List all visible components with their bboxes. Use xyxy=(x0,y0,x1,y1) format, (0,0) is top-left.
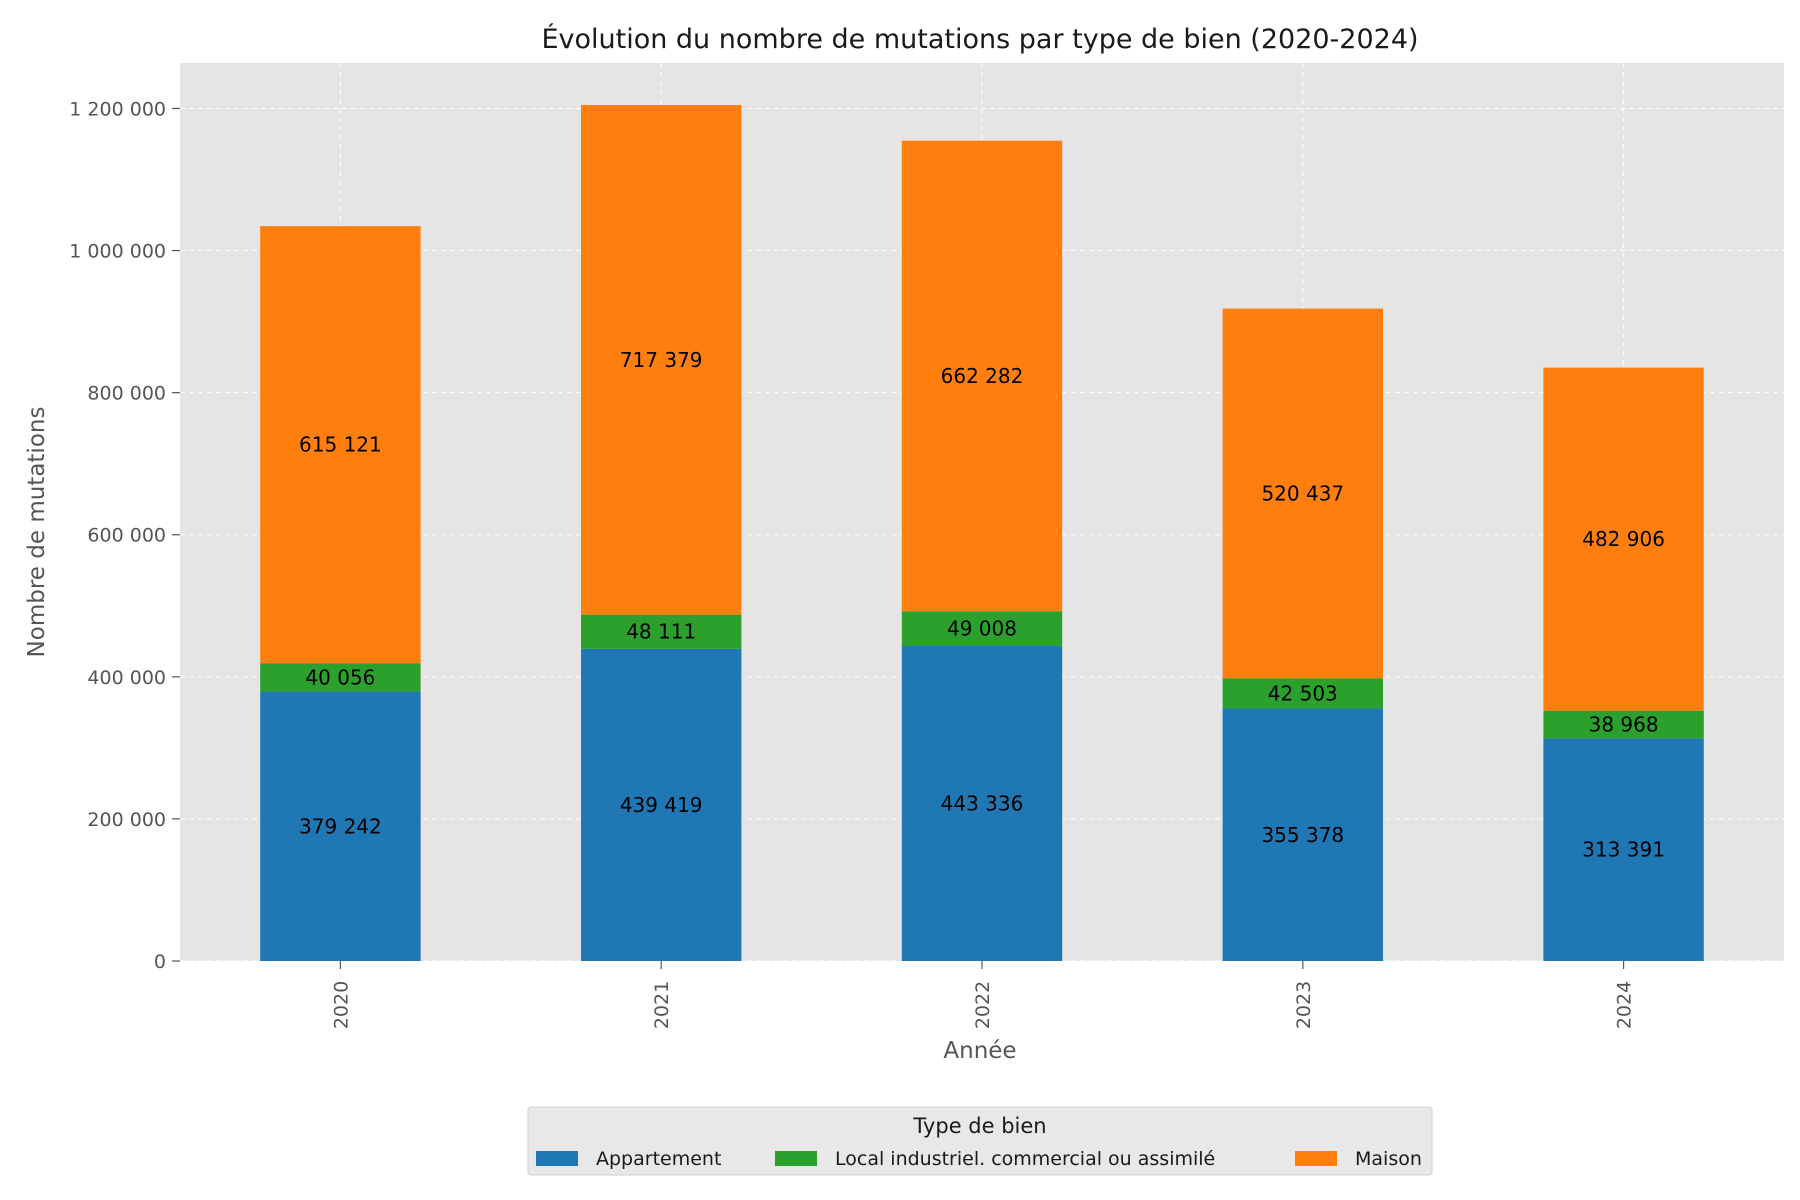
y-axis-label: Nombre de mutations xyxy=(24,407,50,658)
data-label: 615 121 xyxy=(299,433,382,457)
bar-segment xyxy=(581,648,742,961)
data-label: 662 282 xyxy=(941,364,1024,388)
x-tick-label: 2021 xyxy=(651,981,673,1029)
legend-swatch xyxy=(1295,1151,1337,1166)
legend-title: Type de bien xyxy=(912,1114,1046,1138)
y-tick-label: 1 200 000 xyxy=(69,98,166,120)
legend: Type de bien Appartement Local industriel… xyxy=(527,1106,1433,1176)
legend-items: Appartement Local industriel. commercial … xyxy=(536,1148,1422,1170)
bar-segment xyxy=(1543,367,1704,711)
bar-segment xyxy=(260,663,421,692)
bar-segment xyxy=(901,611,1063,647)
data-label: 717 379 xyxy=(620,348,703,372)
legend-item-label: Local industriel. commercial ou assimilé xyxy=(835,1148,1215,1170)
x-tick-label: 2023 xyxy=(1293,981,1315,1029)
bar-segment xyxy=(260,226,421,664)
x-tick-label: 2024 xyxy=(1614,981,1636,1029)
bar-segment xyxy=(901,140,1063,612)
y-axis: 0 200 000 400 000 600 000 800 000 1 000 000 1 … xyxy=(69,98,180,973)
y-tick-label: 200 000 xyxy=(87,809,166,831)
y-tick-label: 400 000 xyxy=(87,667,166,689)
data-label: 379 242 xyxy=(299,814,382,838)
x-tick-label: 2022 xyxy=(972,981,994,1029)
data-label: 38 968 xyxy=(1589,713,1659,737)
x-axis: 2020 2021 2022 2023 2024 xyxy=(330,961,1636,1029)
y-tick-label: 1 000 000 xyxy=(69,241,166,263)
data-label: 482 906 xyxy=(1582,527,1665,551)
data-label: 443 336 xyxy=(941,792,1024,816)
bar-segment xyxy=(1543,710,1704,739)
bar-segment xyxy=(1222,708,1383,961)
bar-segment xyxy=(901,646,1063,961)
legend-box xyxy=(527,1106,1433,1176)
legend-item-label: Appartement xyxy=(596,1148,721,1170)
y-tick-label: 800 000 xyxy=(87,383,166,405)
legend-swatch xyxy=(536,1151,578,1166)
bar-segment xyxy=(581,104,742,615)
bar-segment xyxy=(1543,738,1704,961)
data-label: 520 437 xyxy=(1261,481,1344,505)
y-tick-label: 0 xyxy=(154,951,166,973)
x-tick-label: 2020 xyxy=(330,981,352,1029)
bar-segment xyxy=(260,691,421,961)
bar-segment xyxy=(581,614,742,649)
bar-segment xyxy=(1222,308,1383,679)
legend-swatch xyxy=(775,1151,817,1166)
bars: 379 242 40 056 615 121 439 419 48 111 717 379… xyxy=(260,104,1704,961)
data-label: 48 111 xyxy=(626,620,696,644)
data-label: 313 391 xyxy=(1582,838,1665,862)
data-label: 439 419 xyxy=(620,793,703,817)
y-tick-label: 600 000 xyxy=(87,525,166,547)
x-axis-label: Année xyxy=(943,1038,1016,1064)
data-label: 49 008 xyxy=(947,617,1017,641)
data-label: 42 503 xyxy=(1268,681,1338,705)
chart-title: Évolution du nombre de mutations par typ… xyxy=(541,23,1418,55)
data-label: 40 056 xyxy=(305,665,375,689)
bar-segment xyxy=(1222,678,1383,709)
legend-item-label: Maison xyxy=(1355,1148,1422,1170)
data-label: 355 378 xyxy=(1261,823,1344,847)
